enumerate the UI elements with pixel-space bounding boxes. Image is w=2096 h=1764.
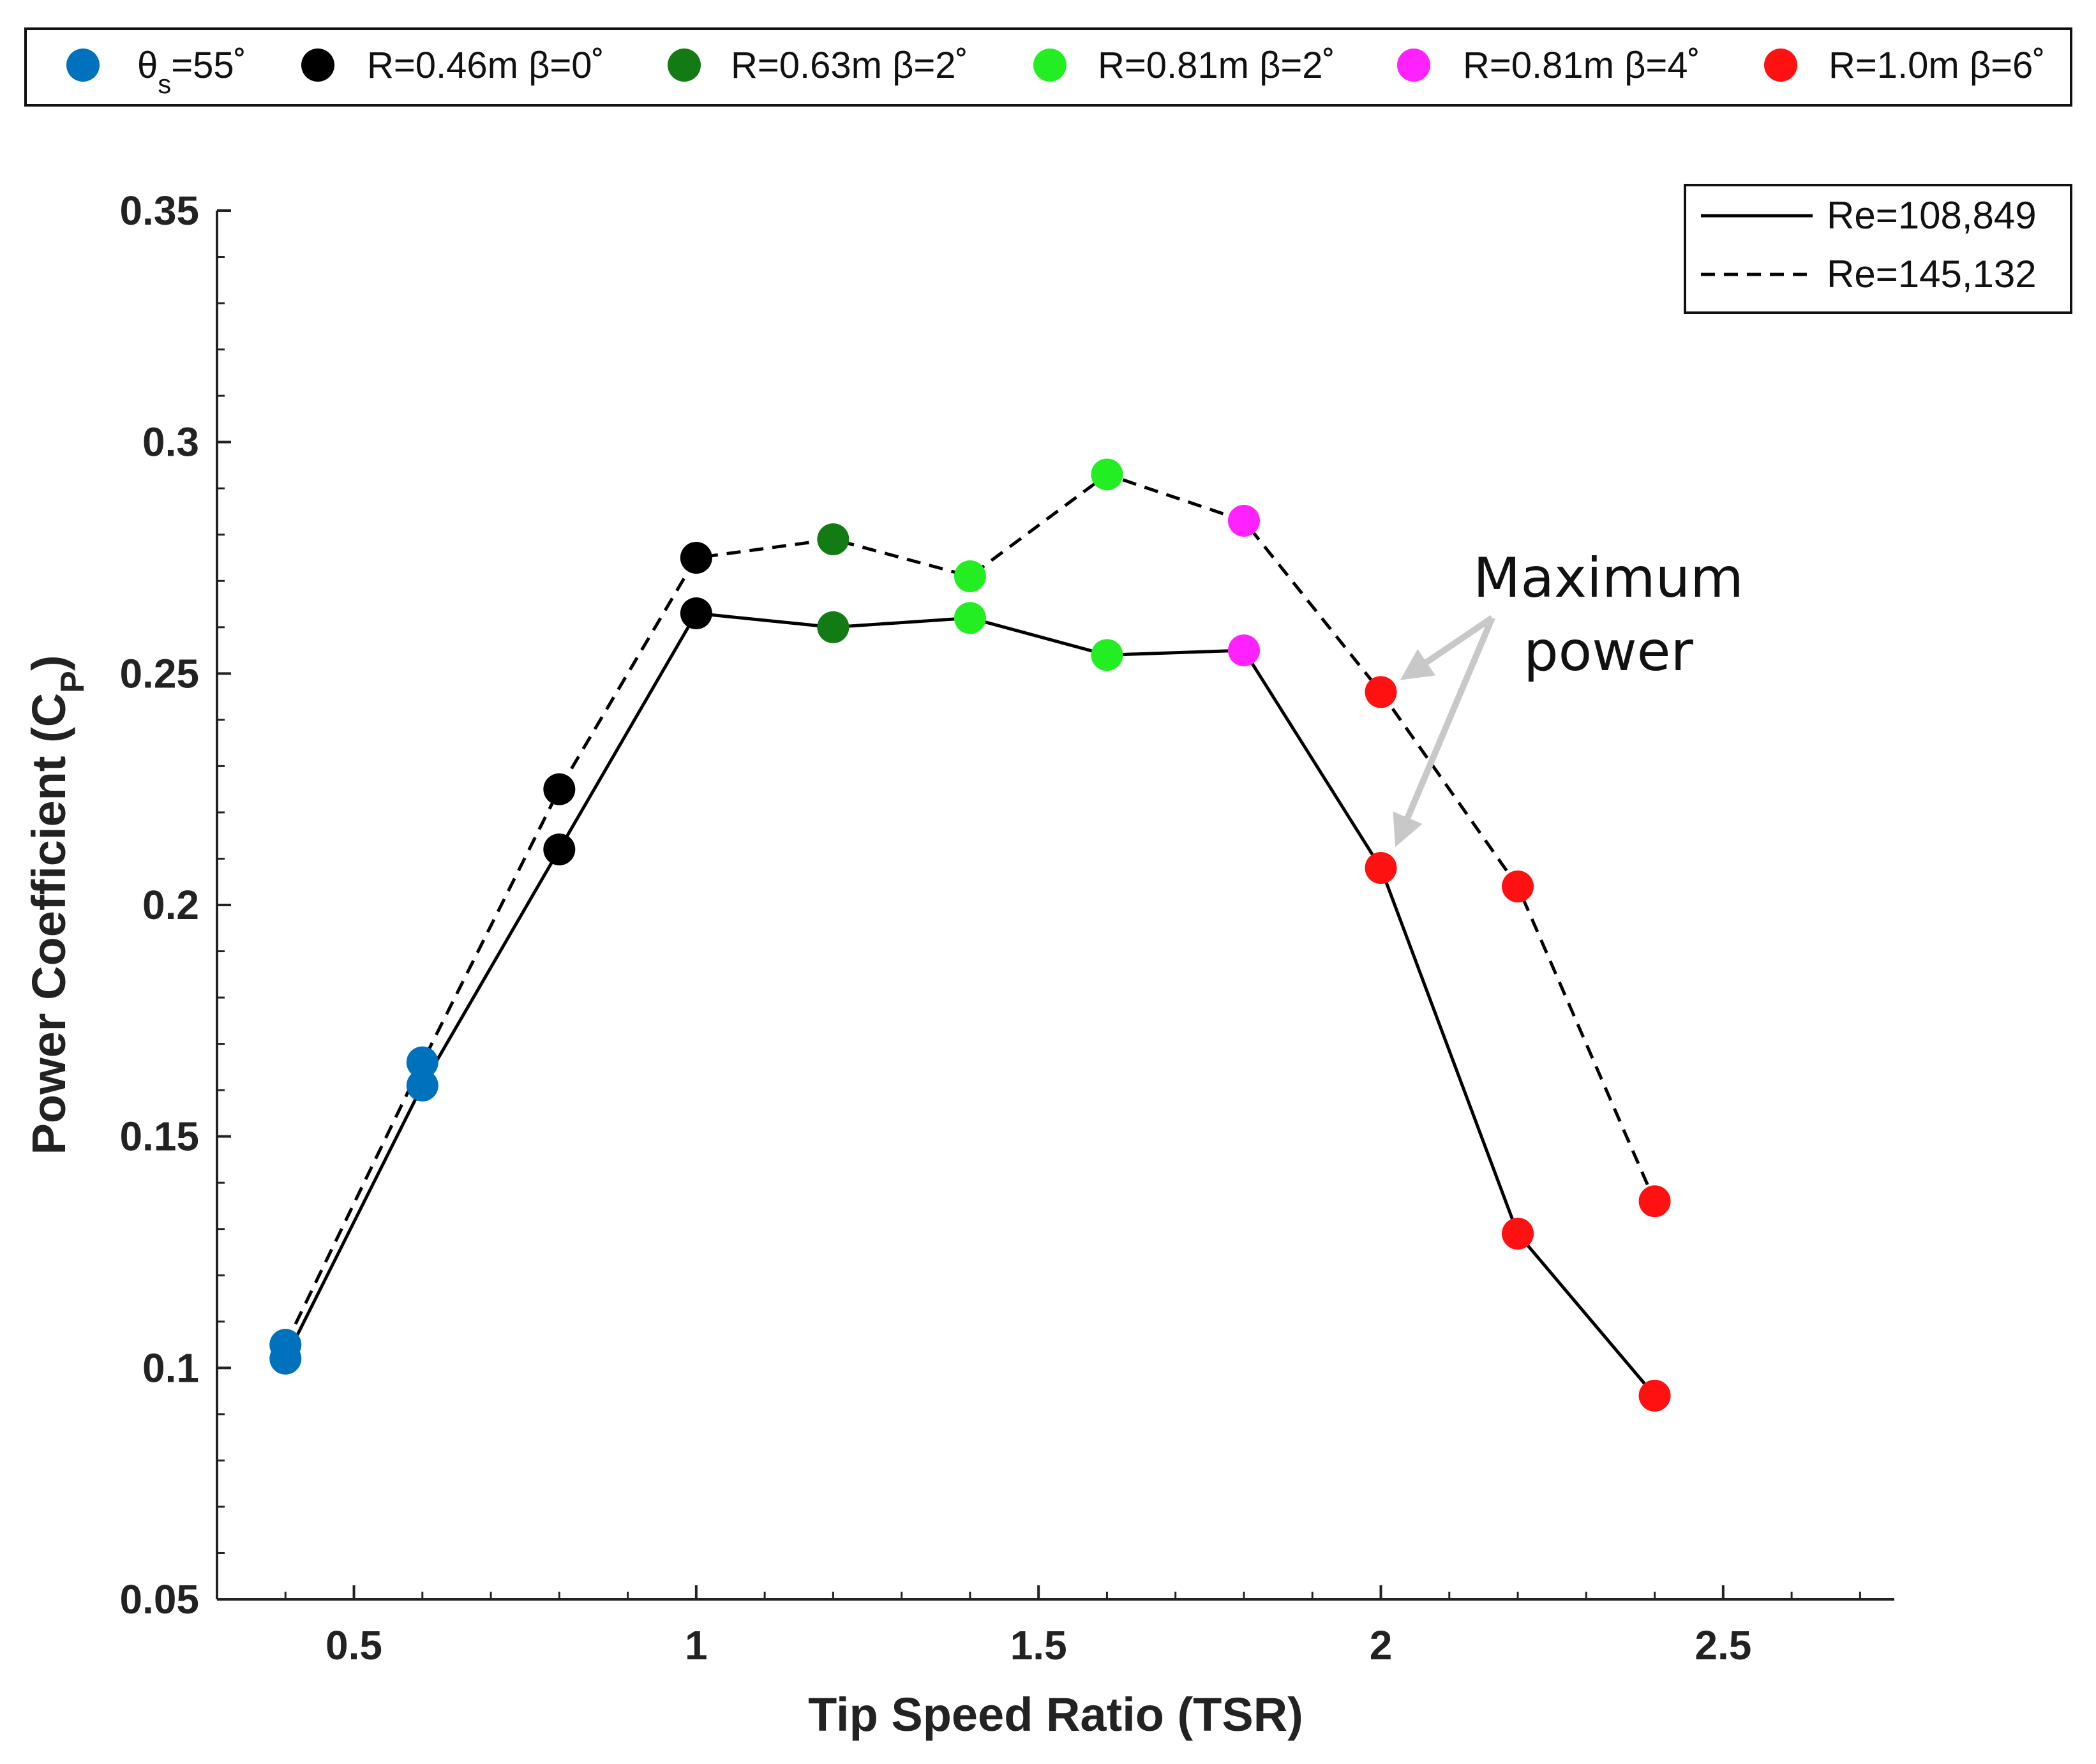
y-tick-label: 0.35 xyxy=(119,188,199,234)
data-point-series-0 xyxy=(1227,634,1260,667)
legend-marker-label: R=1.0m β=6˚ xyxy=(1829,45,2046,86)
legend-marker-dot xyxy=(1033,49,1067,82)
data-point-series-0 xyxy=(1502,1217,1534,1250)
legend-marker-label: R=0.63m β=2˚ xyxy=(731,45,968,86)
data-point-series-1 xyxy=(1365,676,1397,708)
line-style-legend: Re=108,849 Re=145,132 xyxy=(1684,184,2072,314)
y-tick-label: 0.3 xyxy=(142,419,199,465)
data-point-series-1 xyxy=(406,1046,438,1079)
x-axis-title: Tip Speed Ratio (TSR) xyxy=(808,1688,1303,1741)
data-point-series-0 xyxy=(1091,639,1123,671)
data-point-series-0 xyxy=(406,1069,438,1102)
y-tick-label: 0.15 xyxy=(119,1114,199,1160)
legend-marker-label: R=0.46m β=0˚ xyxy=(367,45,604,86)
data-point-series-0 xyxy=(817,611,850,643)
axes: 0.05 0.1 0.15 0.2 0.25 0.3 0.35 0.5 1 1.5 2 2.5 xyxy=(119,188,1894,1668)
legend-marker-dot xyxy=(668,49,701,82)
annotation-arrow-upper xyxy=(1400,615,1494,680)
series-line-solid xyxy=(284,611,1656,1397)
data-point-series-0 xyxy=(543,833,576,865)
y-tick-label: 0.2 xyxy=(142,882,199,928)
line-style-legend-box xyxy=(1684,184,2072,314)
data-point-series-1 xyxy=(1227,504,1260,537)
legend-solid-line-label: Re=108,849 xyxy=(1827,194,2037,237)
y-tick-label: 0.25 xyxy=(119,650,199,696)
data-point-series-1 xyxy=(817,523,850,555)
annotation-arrow-lower xyxy=(1393,617,1495,848)
series-points xyxy=(269,458,1671,1412)
data-point-series-0 xyxy=(1365,851,1397,884)
y-tick-label: 0.1 xyxy=(142,1345,199,1391)
legend-marker-dot xyxy=(66,49,100,82)
data-point-series-1 xyxy=(954,560,986,593)
y-tick-label: 0.05 xyxy=(119,1576,199,1622)
data-point-series-1 xyxy=(269,1329,302,1361)
annotation-line-1: Maximum xyxy=(1473,546,1744,610)
data-point-series-1 xyxy=(1638,1185,1671,1218)
data-point-series-0 xyxy=(954,602,986,634)
legend-marker-label: R=0.81m β=4˚ xyxy=(1463,45,1700,86)
data-point-series-1 xyxy=(680,542,712,574)
x-tick-label: 2 xyxy=(1370,1622,1393,1668)
data-point-series-0 xyxy=(1638,1379,1671,1412)
max-power-annotation: Maximum power xyxy=(1393,546,1744,848)
legend-marker-label: R=0.81m β=2˚ xyxy=(1098,45,1335,86)
marker-legend: θs=55˚ R=0.46m β=0˚ R=0.63m β=2˚ R=0.81m β=… xyxy=(24,27,2072,107)
x-tick-label: 2.5 xyxy=(1695,1622,1751,1668)
legend-marker-label: θs=55˚ xyxy=(137,45,246,99)
legend-marker-dot xyxy=(301,49,334,82)
data-point-series-1 xyxy=(543,773,576,805)
x-tick-label: 0.5 xyxy=(326,1622,382,1668)
data-point-series-1 xyxy=(1502,870,1534,902)
legend-dashed-line-label: Re=145,132 xyxy=(1827,253,2037,295)
data-point-series-0 xyxy=(680,597,712,630)
x-tick-label: 1.5 xyxy=(1010,1622,1067,1668)
legend-marker-dot xyxy=(1397,49,1430,82)
data-point-series-1 xyxy=(1091,458,1123,491)
series-line-dashed xyxy=(284,472,1656,1346)
x-tick-label: 1 xyxy=(685,1622,708,1668)
annotation-line-2: power xyxy=(1523,620,1693,684)
y-axis-title: Power Coefficient (CP) xyxy=(22,655,91,1155)
legend-marker-dot xyxy=(1764,49,1797,82)
